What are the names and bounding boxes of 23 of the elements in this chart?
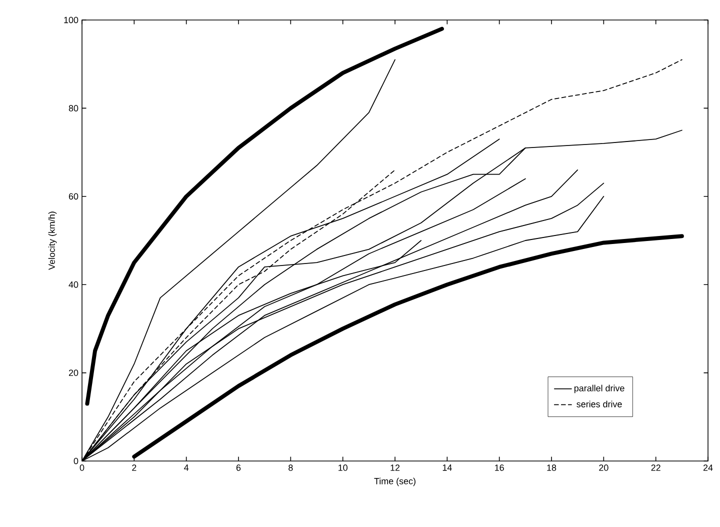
y-tick-label: 40 [68,281,78,288]
y-tick-label: 0 [74,458,78,464]
x-tick-label: 22 [651,464,660,471]
x-axis-title: Time (sec) [374,478,416,486]
legend-label: parallel drive [574,384,624,394]
x-tick-label: 2 [132,464,136,471]
y-tick-label: 80 [68,105,78,112]
y-tick-label: 20 [68,370,78,376]
x-tick-label: 8 [288,464,293,471]
x-tick-label: 12 [390,464,400,471]
x-tick-label: 20 [599,464,608,471]
legend-label: series drive [576,400,622,408]
x-tick-label: 24 [703,464,713,471]
x-tick-label: 16 [495,464,504,471]
y-axis-title: Velocity (km/h) [48,212,57,270]
y-tick-label: 100 [64,16,78,24]
x-tick-label: 4 [184,464,189,471]
y-tick-label: 60 [68,193,78,200]
x-tick-label: 18 [547,464,556,471]
x-tick-label: 0 [80,464,84,471]
x-tick-label: 10 [338,464,348,471]
x-tick-label: 14 [442,464,452,471]
x-tick-label: 6 [236,464,241,471]
